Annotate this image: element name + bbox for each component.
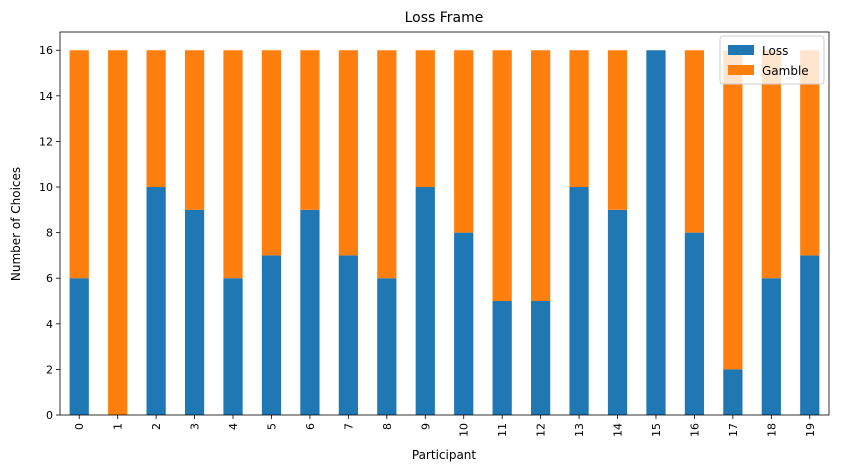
x-tick-label-6: 6 (304, 423, 317, 430)
bar-gamble-participant-6 (300, 50, 320, 210)
bar-loss-participant-4 (223, 278, 243, 415)
x-tick-label-1: 1 (112, 423, 125, 430)
bar-gamble-participant-14 (607, 50, 628, 210)
x-tick-label-3: 3 (189, 423, 202, 430)
legend-swatch-loss (728, 45, 754, 55)
bar-loss-participant-9 (415, 187, 435, 415)
legend-label-gamble: Gamble (762, 64, 809, 78)
y-tick-label-4: 4 (46, 318, 53, 331)
y-tick-label-14: 14 (39, 90, 53, 103)
y-tick-label-2: 2 (46, 363, 53, 376)
x-tick-label-9: 9 (419, 423, 432, 430)
bar-loss-participant-3 (184, 209, 205, 415)
bar-gamble-participant-1 (108, 50, 128, 416)
bar-gamble-participant-12 (531, 50, 551, 302)
y-tick-label-16: 16 (39, 44, 53, 57)
bar-loss-participant-6 (300, 209, 320, 415)
bar-loss-participant-8 (377, 278, 397, 415)
bar-loss-participant-13 (569, 187, 589, 415)
bar-loss-participant-17 (723, 369, 743, 415)
bar-gamble-participant-13 (569, 50, 589, 188)
bar-loss-participant-12 (531, 301, 551, 415)
bars-layer (69, 50, 820, 416)
legend: Loss Gamble (719, 35, 825, 85)
x-tick-label-18: 18 (765, 423, 778, 437)
y-tick-label-6: 6 (46, 272, 53, 285)
x-tick-label-8: 8 (381, 423, 394, 430)
y-tick-label-8: 8 (46, 227, 53, 240)
bar-gamble-participant-18 (761, 50, 781, 279)
bar-gamble-participant-19 (800, 50, 820, 256)
x-tick-label-14: 14 (612, 423, 625, 437)
x-tick-label-13: 13 (573, 423, 586, 437)
bar-loss-participant-14 (607, 209, 628, 415)
y-tick-label-12: 12 (39, 135, 53, 148)
x-tick-label-7: 7 (342, 423, 355, 430)
x-tick-label-16: 16 (688, 423, 701, 437)
bar-gamble-participant-3 (184, 50, 205, 210)
y-tick-label-10: 10 (39, 181, 53, 194)
bar-gamble-participant-17 (723, 50, 743, 370)
bar-loss-participant-15 (646, 50, 666, 416)
bar-gamble-participant-10 (454, 50, 474, 233)
bar-gamble-participant-8 (377, 50, 397, 279)
bar-gamble-participant-0 (69, 50, 89, 279)
bar-loss-participant-10 (454, 232, 474, 415)
x-tick-label-4: 4 (227, 423, 240, 430)
x-tick-label-17: 17 (727, 423, 740, 437)
bar-gamble-participant-7 (338, 50, 358, 256)
bar-gamble-participant-9 (415, 50, 435, 188)
x-tick-label-19: 19 (804, 423, 817, 437)
x-tick-label-15: 15 (650, 423, 663, 437)
bar-loss-participant-7 (338, 255, 358, 415)
x-tick-label-5: 5 (265, 423, 278, 430)
x-tick-label-2: 2 (150, 423, 163, 430)
bar-gamble-participant-16 (684, 50, 705, 233)
bar-gamble-participant-11 (492, 50, 512, 302)
bar-loss-participant-16 (684, 232, 705, 415)
chart-title: Loss Frame (405, 10, 484, 26)
bar-loss-participant-18 (761, 278, 781, 415)
bar-loss-participant-5 (261, 255, 282, 415)
bar-gamble-participant-4 (223, 50, 243, 279)
y-axis-label: Number of Choices (9, 167, 23, 281)
bar-gamble-participant-2 (146, 50, 166, 188)
x-tick-label-11: 11 (496, 423, 509, 437)
bar-loss-participant-2 (146, 187, 166, 415)
bar-loss-participant-11 (492, 301, 512, 415)
x-tick-label-12: 12 (535, 423, 548, 437)
x-tick-label-10: 10 (458, 423, 471, 437)
legend-label-loss: Loss (762, 44, 788, 58)
bar-loss-participant-0 (69, 278, 89, 415)
bar-gamble-participant-5 (261, 50, 282, 256)
bar-loss-participant-19 (800, 255, 820, 415)
plot-frame (59, 31, 830, 416)
x-axis-label: Participant (412, 448, 477, 462)
x-tick-label-0: 0 (73, 423, 86, 430)
y-tick-label-0: 0 (46, 409, 53, 422)
legend-swatch-gamble (728, 65, 754, 75)
